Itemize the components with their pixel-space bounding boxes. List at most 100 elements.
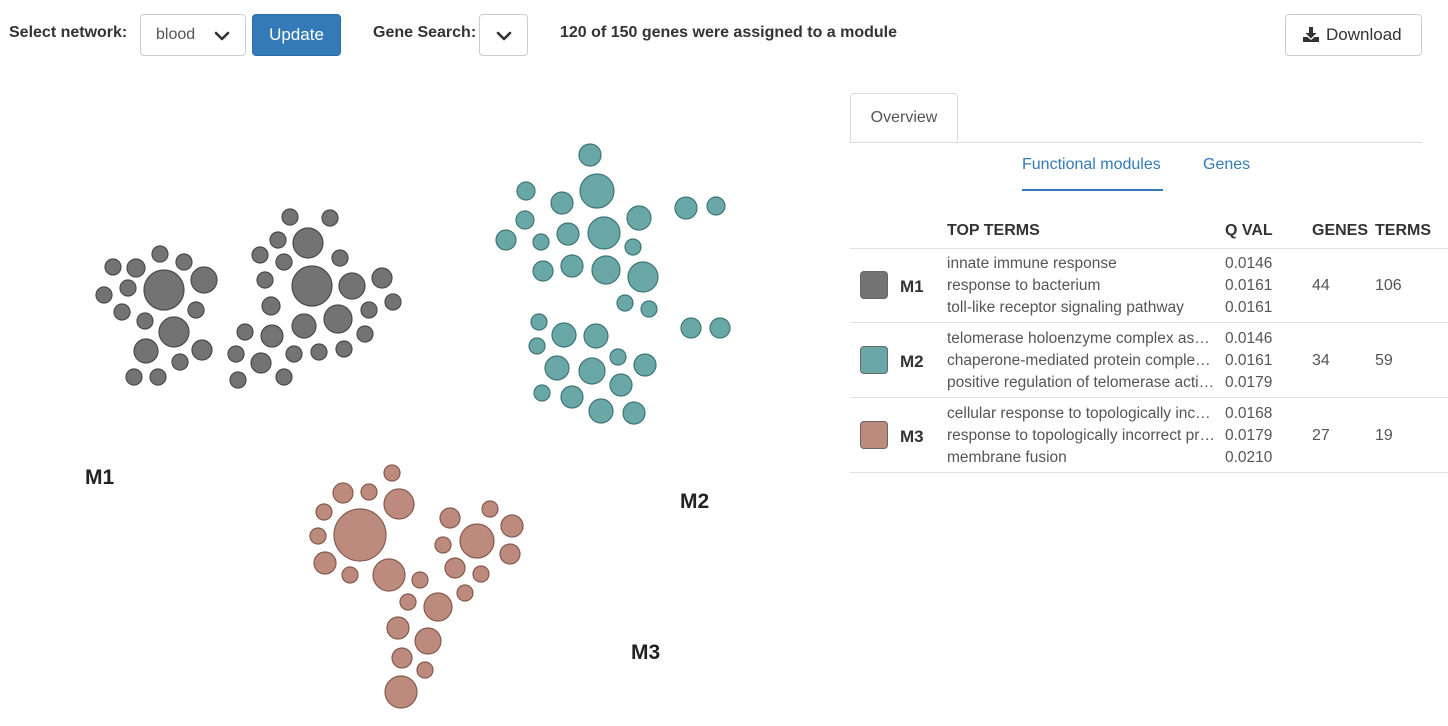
gene-node[interactable] — [125, 368, 143, 386]
gene-node[interactable] — [372, 558, 406, 592]
gene-node[interactable] — [95, 286, 113, 304]
gene-node[interactable] — [291, 313, 317, 339]
gene-node[interactable] — [119, 279, 137, 297]
gene-node[interactable] — [456, 584, 474, 602]
gene-node[interactable] — [310, 343, 328, 361]
gene-node[interactable] — [434, 536, 452, 554]
gene-node[interactable] — [104, 258, 122, 276]
column-genes[interactable]: GENES — [1312, 222, 1369, 239]
gene-node[interactable] — [499, 543, 521, 565]
gene-node[interactable] — [251, 246, 269, 264]
gene-node[interactable] — [622, 401, 646, 425]
gene-node[interactable] — [556, 222, 580, 246]
gene-node[interactable] — [587, 216, 621, 250]
tab-overview[interactable]: Overview — [850, 93, 958, 143]
gene-node[interactable] — [256, 271, 274, 289]
gene-node[interactable] — [528, 337, 546, 355]
gene-node[interactable] — [544, 355, 570, 381]
gene-node[interactable] — [391, 647, 413, 669]
gene-node[interactable] — [227, 345, 245, 363]
gene-node[interactable] — [609, 348, 627, 366]
gene-node[interactable] — [191, 339, 213, 361]
gene-node[interactable] — [423, 592, 453, 622]
gene-node[interactable] — [360, 483, 378, 501]
gene-node[interactable] — [579, 173, 615, 209]
gene-node[interactable] — [624, 238, 642, 256]
gene-node[interactable] — [583, 323, 609, 349]
gene-node[interactable] — [560, 385, 584, 409]
gene-node[interactable] — [616, 294, 634, 312]
gene-node[interactable] — [411, 571, 429, 589]
gene-node[interactable] — [384, 293, 402, 311]
gene-node[interactable] — [371, 267, 393, 289]
gene-node[interactable] — [292, 227, 324, 259]
gene-node[interactable] — [269, 231, 287, 249]
gene-node[interactable] — [626, 205, 652, 231]
gene-node[interactable] — [338, 272, 366, 300]
gene-node[interactable] — [113, 303, 131, 321]
gene-node[interactable] — [356, 325, 374, 343]
gene-node[interactable] — [187, 301, 205, 319]
gene-node[interactable] — [414, 627, 442, 655]
gene-node[interactable] — [459, 523, 495, 559]
gene-node[interactable] — [532, 233, 550, 251]
gene-node[interactable] — [416, 661, 434, 679]
gene-node[interactable] — [532, 260, 554, 282]
gene-node[interactable] — [291, 265, 333, 307]
gene-node[interactable] — [275, 253, 293, 271]
gene-node[interactable] — [315, 503, 333, 521]
gene-node[interactable] — [588, 398, 614, 424]
gene-node[interactable] — [229, 371, 247, 389]
gene-node[interactable] — [151, 245, 169, 263]
gene-node[interactable] — [680, 317, 702, 339]
gene-node[interactable] — [323, 304, 353, 334]
gene-node[interactable] — [158, 316, 190, 348]
gene-node[interactable] — [633, 353, 657, 377]
gene-node[interactable] — [250, 352, 272, 374]
gene-node[interactable] — [149, 368, 167, 386]
gene-node[interactable] — [472, 565, 490, 583]
column-top-terms[interactable]: TOP TERMS — [947, 222, 1040, 239]
gene-node[interactable] — [533, 384, 551, 402]
gene-node[interactable] — [321, 209, 339, 227]
gene-node[interactable] — [439, 507, 461, 529]
gene-node[interactable] — [333, 508, 387, 562]
gene-node[interactable] — [550, 191, 574, 215]
gene-node[interactable] — [275, 368, 293, 386]
gene-node[interactable] — [674, 196, 698, 220]
gene-node[interactable] — [551, 322, 577, 348]
gene-node[interactable] — [236, 323, 254, 341]
gene-node[interactable] — [341, 566, 359, 584]
gene-node[interactable] — [530, 313, 548, 331]
pill-functional-modules[interactable]: Functional modules — [1022, 156, 1161, 173]
gene-node[interactable] — [360, 301, 378, 319]
gene-node[interactable] — [285, 345, 303, 363]
gene-node[interactable] — [560, 254, 584, 278]
column-terms[interactable]: TERMS — [1375, 222, 1431, 239]
gene-node[interactable] — [384, 675, 418, 709]
gene-node[interactable] — [309, 527, 327, 545]
gene-node[interactable] — [516, 181, 536, 201]
gene-node[interactable] — [126, 258, 146, 278]
gene-node[interactable] — [386, 616, 410, 640]
gene-node[interactable] — [133, 338, 159, 364]
gene-node[interactable] — [260, 324, 284, 348]
gene-node[interactable] — [495, 229, 517, 251]
gene-node[interactable] — [578, 357, 606, 385]
gene-search-select[interactable] — [479, 14, 528, 56]
gene-node[interactable] — [335, 340, 353, 358]
gene-node[interactable] — [591, 255, 621, 285]
download-button[interactable]: Download — [1285, 14, 1422, 56]
gene-node[interactable] — [444, 557, 466, 579]
gene-node[interactable] — [261, 296, 281, 316]
column-q-val[interactable]: Q VAL — [1225, 222, 1273, 239]
gene-node[interactable] — [175, 253, 193, 271]
network-graph[interactable]: M1 M2 M3 — [0, 70, 840, 726]
gene-node[interactable] — [332, 482, 354, 504]
gene-node[interactable] — [578, 143, 602, 167]
gene-node[interactable] — [709, 317, 731, 339]
gene-node[interactable] — [481, 500, 499, 518]
gene-node[interactable] — [143, 269, 185, 311]
pill-genes[interactable]: Genes — [1203, 156, 1251, 173]
gene-node[interactable] — [706, 196, 726, 216]
